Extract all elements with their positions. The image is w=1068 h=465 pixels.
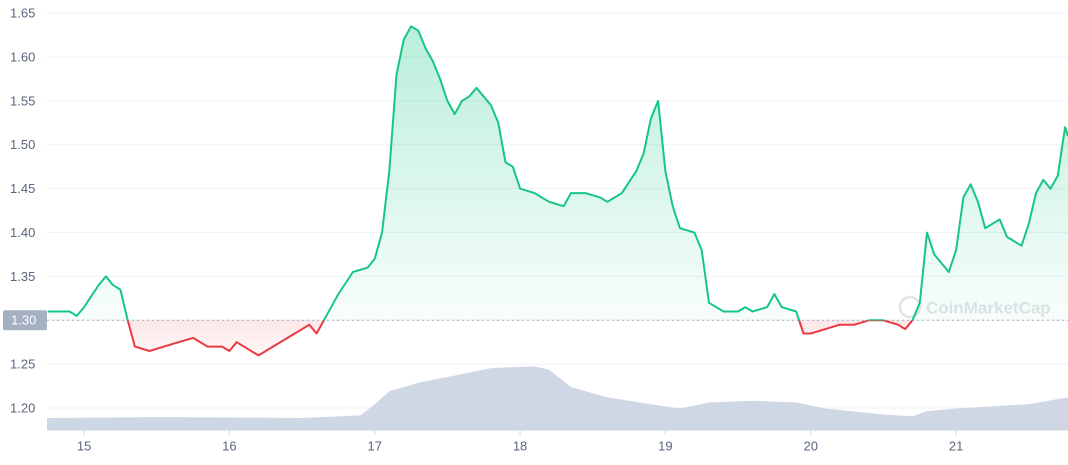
- y-tick-label: 1.55: [10, 93, 35, 108]
- x-tick-label: 19: [658, 438, 672, 453]
- volume-area: [47, 366, 1068, 430]
- x-tick-label: 15: [77, 438, 91, 453]
- x-tick-label: 17: [368, 438, 382, 453]
- x-tick-label: 18: [513, 438, 527, 453]
- y-tick-label: 1.60: [10, 49, 35, 64]
- y-tick-label: 1.30: [11, 313, 36, 328]
- y-tick-label: 1.20: [10, 400, 35, 415]
- price-fill: [47, 26, 1068, 356]
- y-tick-label: 1.65: [10, 6, 35, 21]
- y-tick-label: 1.25: [10, 357, 35, 372]
- x-tick-label: 21: [949, 438, 963, 453]
- price-line: [47, 25, 1068, 357]
- y-tick-label: 1.35: [10, 269, 35, 284]
- y-tick-label: 1.40: [10, 225, 35, 240]
- y-tick-label: 1.50: [10, 137, 35, 152]
- y-tick-label: 1.45: [10, 181, 35, 196]
- baseline-label-box: [3, 310, 47, 331]
- x-tick-label: 16: [222, 438, 236, 453]
- x-tick-label: 20: [804, 438, 818, 453]
